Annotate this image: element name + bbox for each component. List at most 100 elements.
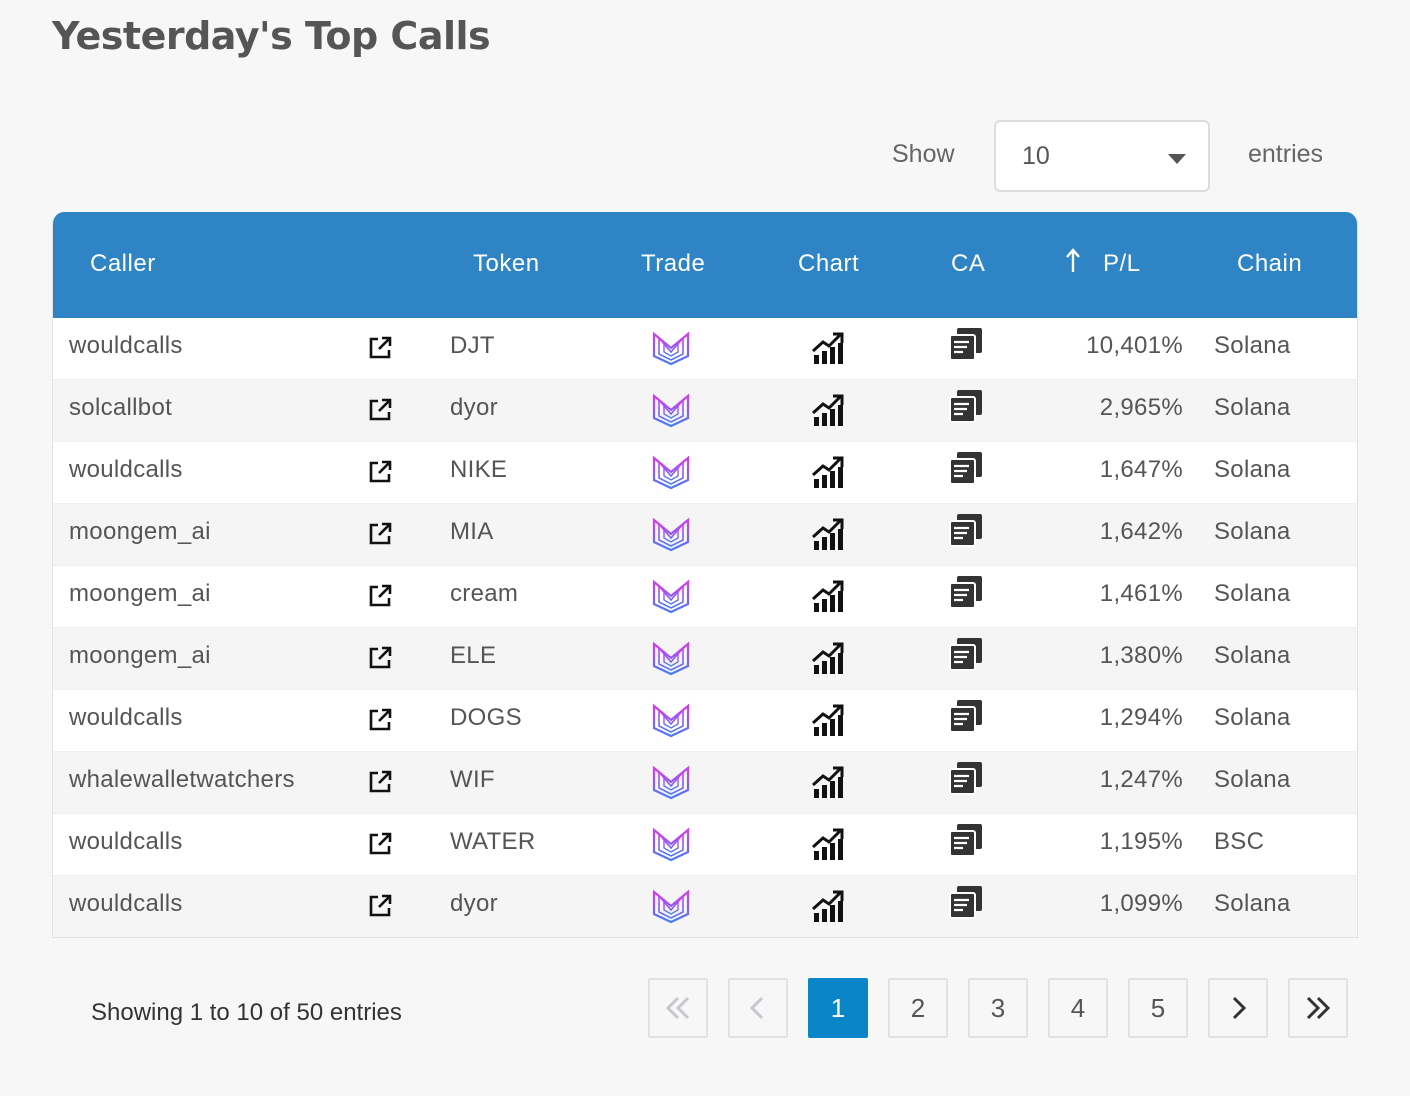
pl-cell: 10,401% — [1086, 332, 1183, 359]
token-cell: MIA — [450, 518, 494, 545]
next-page-button[interactable] — [1208, 978, 1268, 1038]
copy-icon[interactable] — [949, 575, 983, 614]
header-pl[interactable]: P/L — [1103, 250, 1141, 277]
token-cell: dyor — [450, 394, 498, 421]
external-link-icon[interactable] — [367, 459, 393, 490]
chart-icon[interactable] — [811, 889, 845, 928]
first-page-button[interactable] — [648, 978, 708, 1038]
page-title: Yesterday's Top Calls — [52, 14, 491, 58]
copy-icon[interactable] — [949, 885, 983, 924]
caller-cell: moongem_ai — [69, 580, 211, 607]
chart-icon[interactable] — [811, 703, 845, 742]
external-link-icon[interactable] — [367, 521, 393, 552]
copy-icon[interactable] — [949, 513, 983, 552]
chain-cell: Solana — [1214, 456, 1291, 483]
table-row: wouldcalls DJT 10,401% Solana — [53, 318, 1357, 380]
pl-cell: 2,965% — [1099, 394, 1183, 421]
table-row: wouldcalls WATER 1,195% BSC — [53, 814, 1357, 876]
trade-logo-icon[interactable] — [651, 826, 691, 867]
copy-icon[interactable] — [949, 699, 983, 738]
previous-page-button[interactable] — [728, 978, 788, 1038]
caller-cell: wouldcalls — [69, 332, 183, 359]
token-cell: WIF — [450, 766, 495, 793]
copy-icon[interactable] — [949, 637, 983, 676]
chart-icon[interactable] — [811, 765, 845, 804]
token-cell: DJT — [450, 332, 495, 359]
copy-icon[interactable] — [949, 327, 983, 366]
page-button-3[interactable]: 3 — [968, 978, 1028, 1038]
header-trade[interactable]: Trade — [641, 250, 706, 277]
header-token[interactable]: Token — [473, 250, 540, 277]
copy-icon[interactable] — [949, 389, 983, 428]
chart-icon[interactable] — [811, 455, 845, 494]
arrow-up-icon[interactable] — [1065, 248, 1081, 281]
double-chevron-right-icon — [1306, 996, 1331, 1020]
copy-icon[interactable] — [949, 451, 983, 490]
trade-logo-icon[interactable] — [651, 516, 691, 557]
copy-icon[interactable] — [949, 761, 983, 800]
external-link-icon[interactable] — [367, 645, 393, 676]
trade-logo-icon[interactable] — [651, 702, 691, 743]
page-button-2[interactable]: 2 — [888, 978, 948, 1038]
table-header: Caller Token Trade Chart CA P/L Chain — [53, 212, 1357, 318]
caller-cell: wouldcalls — [69, 456, 183, 483]
chain-cell: Solana — [1214, 890, 1291, 917]
entries-label: entries — [1248, 140, 1324, 168]
trade-logo-icon[interactable] — [651, 640, 691, 681]
pl-cell: 1,642% — [1099, 518, 1183, 545]
table-row: moongem_ai MIA 1,642% Solana — [53, 504, 1357, 566]
show-label: Show — [892, 140, 955, 168]
calls-table: Caller Token Trade Chart CA P/L Chain wo… — [52, 212, 1358, 938]
external-link-icon[interactable] — [367, 707, 393, 738]
chain-cell: BSC — [1214, 828, 1265, 855]
external-link-icon[interactable] — [367, 335, 393, 366]
header-chain[interactable]: Chain — [1237, 250, 1303, 277]
pl-cell: 1,461% — [1099, 580, 1183, 607]
copy-icon[interactable] — [949, 823, 983, 862]
external-link-icon[interactable] — [367, 893, 393, 924]
pl-cell: 1,195% — [1099, 828, 1183, 855]
caller-cell: whalewalletwatchers — [69, 766, 295, 793]
trade-logo-icon[interactable] — [651, 888, 691, 929]
pl-cell: 1,099% — [1099, 890, 1183, 917]
page-button-1[interactable]: 1 — [808, 978, 868, 1038]
external-link-icon[interactable] — [367, 583, 393, 614]
trade-logo-icon[interactable] — [651, 454, 691, 495]
header-caller[interactable]: Caller — [90, 250, 156, 277]
trade-logo-icon[interactable] — [651, 330, 691, 371]
chart-icon[interactable] — [811, 579, 845, 618]
caller-cell: moongem_ai — [69, 518, 211, 545]
chart-icon[interactable] — [811, 517, 845, 556]
pl-cell: 1,647% — [1099, 456, 1183, 483]
token-cell: ELE — [450, 642, 497, 669]
pl-cell: 1,380% — [1099, 642, 1183, 669]
pl-cell: 1,247% — [1099, 766, 1183, 793]
chain-cell: Solana — [1214, 704, 1291, 731]
table-row: wouldcalls dyor 1,099% Solana — [53, 876, 1357, 937]
last-page-button[interactable] — [1288, 978, 1348, 1038]
caller-cell: wouldcalls — [69, 890, 183, 917]
page-button-5[interactable]: 5 — [1128, 978, 1188, 1038]
token-cell: DOGS — [450, 704, 522, 731]
chart-icon[interactable] — [811, 393, 845, 432]
header-chart[interactable]: Chart — [798, 250, 860, 277]
chain-cell: Solana — [1214, 642, 1291, 669]
external-link-icon[interactable] — [367, 397, 393, 428]
entries-select[interactable]: 10 — [994, 120, 1210, 192]
page-button-4[interactable]: 4 — [1048, 978, 1108, 1038]
chain-cell: Solana — [1214, 332, 1291, 359]
token-cell: NIKE — [450, 456, 508, 483]
token-cell: cream — [450, 580, 519, 607]
double-chevron-left-icon — [665, 996, 690, 1020]
trade-logo-icon[interactable] — [651, 764, 691, 805]
trade-logo-icon[interactable] — [651, 578, 691, 619]
header-ca[interactable]: CA — [951, 250, 986, 277]
external-link-icon[interactable] — [367, 769, 393, 800]
chart-icon[interactable] — [811, 331, 845, 370]
chart-icon[interactable] — [811, 827, 845, 866]
entries-select-value: 10 — [1022, 142, 1050, 170]
token-cell: dyor — [450, 890, 498, 917]
external-link-icon[interactable] — [367, 831, 393, 862]
trade-logo-icon[interactable] — [651, 392, 691, 433]
chart-icon[interactable] — [811, 641, 845, 680]
